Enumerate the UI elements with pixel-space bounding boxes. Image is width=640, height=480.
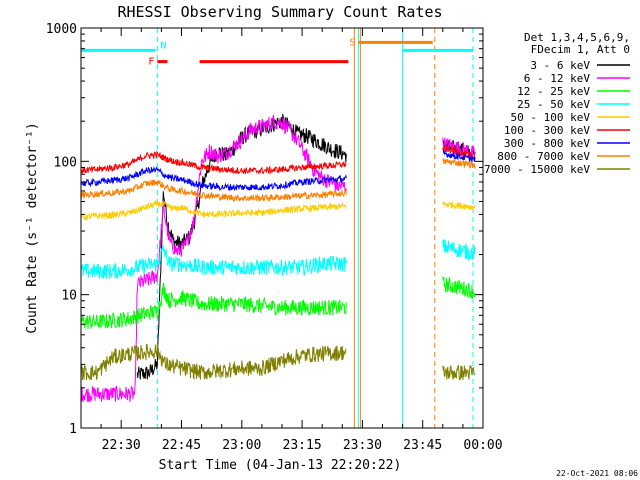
y-axis-label: Count Rate (s⁻¹ detector⁻¹) xyxy=(25,122,40,333)
plot-area: NFS 22:30 22:45 23:00 23:15 23:30 23:45 00:00 … xyxy=(46,22,503,453)
legend-label-8: 7000 - 15000 keV xyxy=(484,163,590,176)
series-line-post-8 xyxy=(442,364,476,381)
x-tick-label-1: 22:45 xyxy=(162,438,201,453)
series-line-6 xyxy=(80,166,347,192)
series-line-7 xyxy=(80,179,347,203)
flag-label-S: S xyxy=(349,37,355,48)
series-line-4 xyxy=(80,200,347,221)
series-line-post-2 xyxy=(442,276,476,299)
y-tick-label-3: 1000 xyxy=(46,22,77,37)
x-tick-label-5: 23:45 xyxy=(403,438,442,453)
legend-label-0: 3 - 6 keV xyxy=(530,59,590,72)
x-tick-label-6: 00:00 xyxy=(463,438,502,453)
series-line-post-6 xyxy=(442,149,476,164)
legend-label-5: 100 - 300 keV xyxy=(504,124,590,137)
legend-label-7: 800 - 7000 keV xyxy=(497,150,590,163)
series-line-5 xyxy=(80,150,347,175)
series-line-post-7 xyxy=(442,158,476,169)
y-tick-label-0: 1 xyxy=(69,422,77,437)
x-tick-label-3: 23:15 xyxy=(283,438,322,453)
series-line-post-1 xyxy=(442,137,476,159)
series-line-post-4 xyxy=(442,201,476,211)
series-line-8 xyxy=(80,343,347,381)
y-axis-ticks: 1 10 100 1000 xyxy=(46,22,483,437)
legend-header-line-2: FDecim 1, Att 0 xyxy=(531,43,630,56)
series-line-2 xyxy=(80,282,347,330)
series-line-post-3 xyxy=(442,239,476,262)
data-series xyxy=(80,113,476,403)
flag-bars: NF S xyxy=(81,37,473,68)
flag-label-F: F xyxy=(148,57,154,68)
y-tick-label-1: 10 xyxy=(61,289,77,304)
x-axis-label: Start Time (04-Jan-13 22:20:22) xyxy=(159,458,402,473)
x-tick-label-4: 23:30 xyxy=(343,438,382,453)
y-tick-label-2: 100 xyxy=(54,155,77,170)
legend-label-6: 300 - 800 keV xyxy=(504,137,590,150)
flag-label-N: N xyxy=(160,40,166,51)
x-axis-ticks: 22:30 22:45 23:00 23:15 23:30 23:45 00:00 xyxy=(80,28,503,453)
x-tick-label-2: 23:00 xyxy=(222,438,261,453)
legend-label-2: 12 - 25 keV xyxy=(517,85,590,98)
legend: Det 1,3,4,5,6,9, FDecim 1, Att 0 3 - 6 k… xyxy=(484,31,630,176)
legend-label-3: 25 - 50 keV xyxy=(517,98,590,111)
series-line-1 xyxy=(80,114,347,403)
series-line-post-5 xyxy=(442,144,476,162)
legend-label-1: 6 - 12 keV xyxy=(524,72,591,85)
marker-lines xyxy=(156,28,474,428)
x-tick-label-0: 22:30 xyxy=(102,438,141,453)
generated-timestamp: 22-Oct-2021 08:06 xyxy=(556,469,638,478)
legend-header-line-1: Det 1,3,4,5,6,9, xyxy=(524,31,630,44)
legend-label-4: 50 - 100 keV xyxy=(511,111,591,124)
chart-title: RHESSI Observing Summary Count Rates xyxy=(117,3,442,21)
series-line-3 xyxy=(80,244,347,279)
